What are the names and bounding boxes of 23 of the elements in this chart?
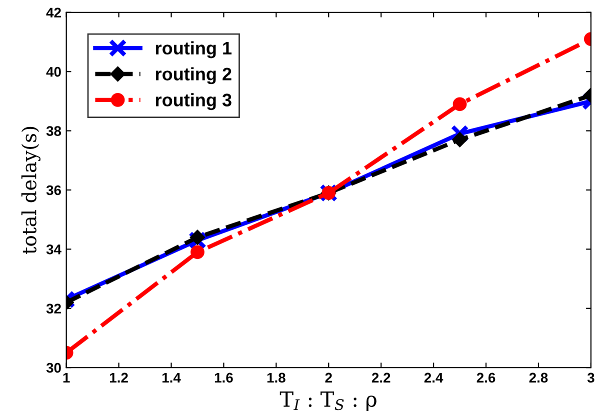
x-tick-label: 2.6 (476, 372, 496, 383)
y-tick-label: 40 (46, 66, 61, 77)
legend-label: routing 1 (156, 41, 232, 58)
x-tick-label: 1.4 (162, 372, 181, 382)
legend-label: routing 3 (156, 93, 232, 110)
y-tick-label: 42 (46, 8, 61, 18)
x-tick-label: 2.4 (424, 372, 444, 382)
y-tick-label: 38 (46, 126, 62, 136)
x-tick-label: 2.2 (372, 372, 390, 382)
y-tick-label: 32 (46, 304, 61, 314)
y-tick-label: 30 (46, 362, 61, 373)
x-tick-label: 1.2 (110, 372, 128, 382)
y-axis-title: total delay(s) (21, 126, 40, 254)
x-tick-label: 3 (587, 372, 594, 383)
y-tick-label: 34 (46, 244, 62, 254)
x-tick-label: 1.6 (214, 372, 233, 383)
x-tick-label: 2.8 (529, 372, 548, 383)
x-axis-title: T$_{I}$ : T$_{S}$ : ρ (280, 392, 376, 412)
x-tick-label: 1.8 (267, 372, 286, 383)
x-tick-label: 1 (63, 372, 70, 382)
y-tick-label: 36 (46, 185, 61, 196)
x-tick-label: 2 (325, 372, 332, 382)
legend-label: routing 2 (156, 67, 232, 84)
